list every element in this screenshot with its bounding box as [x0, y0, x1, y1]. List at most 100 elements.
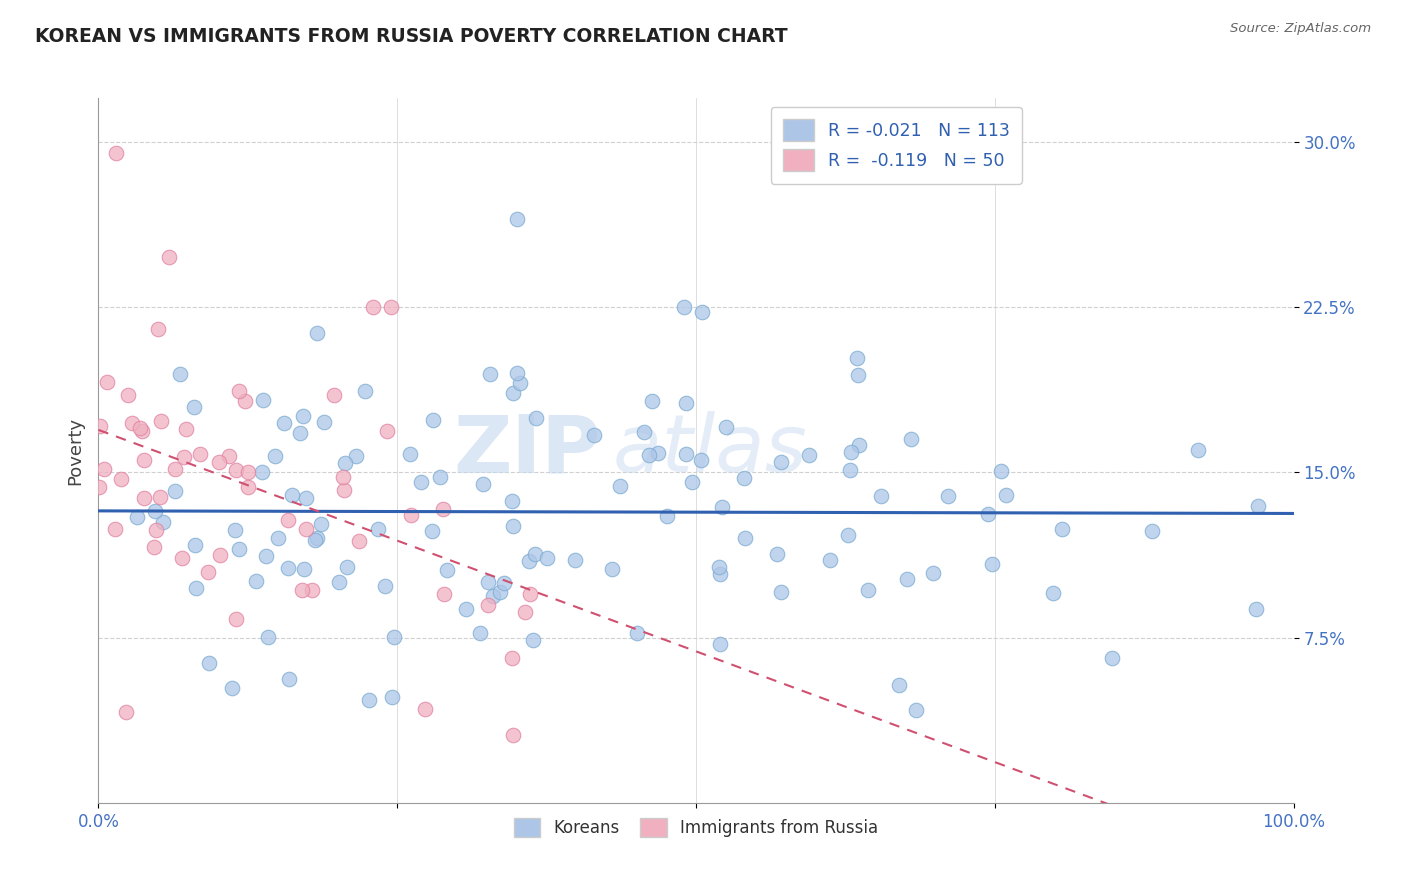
- Point: [856, 583, 879, 598]
- Point: [673, 301, 696, 315]
- Point: [197, 565, 219, 579]
- Point: [399, 447, 422, 461]
- Point: [502, 519, 524, 533]
- Point: [517, 554, 540, 568]
- Point: [96, 375, 118, 389]
- Point: [509, 376, 531, 391]
- Point: [1042, 586, 1064, 600]
- Point: [609, 479, 631, 493]
- Point: [165, 484, 187, 499]
- Point: [846, 351, 869, 365]
- Point: [734, 531, 756, 545]
- Point: [501, 494, 523, 508]
- Point: [770, 585, 793, 599]
- Point: [228, 541, 250, 556]
- Point: [110, 472, 132, 486]
- Point: [277, 561, 299, 575]
- Point: [690, 453, 713, 467]
- Point: [157, 250, 180, 264]
- Point: [846, 368, 869, 382]
- Point: [252, 465, 274, 479]
- Point: [225, 463, 247, 477]
- Point: [349, 533, 371, 548]
- Point: [263, 449, 285, 463]
- Point: [1050, 522, 1073, 536]
- Point: [432, 501, 454, 516]
- Point: [208, 455, 231, 469]
- Point: [479, 368, 502, 382]
- Point: [236, 479, 259, 493]
- Point: [344, 449, 367, 463]
- Point: [506, 367, 529, 381]
- Point: [797, 448, 820, 462]
- Point: [273, 417, 295, 431]
- Point: [382, 631, 405, 645]
- Text: KOREAN VS IMMIGRANTS FROM RUSSIA POVERTY CORRELATION CHART: KOREAN VS IMMIGRANTS FROM RUSSIA POVERTY…: [35, 27, 787, 45]
- Point: [131, 424, 153, 438]
- Point: [641, 394, 664, 409]
- Point: [477, 598, 499, 612]
- Point: [149, 490, 172, 504]
- Text: Source: ZipAtlas.com: Source: ZipAtlas.com: [1230, 22, 1371, 36]
- Point: [889, 678, 911, 692]
- Point: [129, 421, 152, 435]
- Point: [291, 582, 314, 597]
- Point: [513, 605, 536, 619]
- Point: [309, 517, 332, 532]
- Point: [472, 477, 495, 491]
- Point: [363, 301, 385, 315]
- Point: [904, 703, 927, 717]
- Point: [257, 631, 280, 645]
- Point: [145, 504, 167, 518]
- Point: [477, 575, 499, 590]
- Point: [870, 490, 893, 504]
- Point: [183, 400, 205, 414]
- Point: [839, 445, 862, 459]
- Point: [174, 422, 197, 436]
- Point: [506, 212, 529, 227]
- Point: [519, 587, 541, 601]
- Point: [422, 413, 444, 427]
- Point: [225, 612, 247, 626]
- Point: [766, 547, 789, 561]
- Point: [976, 507, 998, 521]
- Point: [280, 488, 302, 502]
- Point: [564, 553, 586, 567]
- Point: [150, 414, 173, 428]
- Point: [380, 301, 402, 315]
- Point: [710, 500, 733, 514]
- Point: [117, 388, 139, 402]
- Point: [292, 409, 315, 423]
- Point: [294, 491, 316, 505]
- Point: [233, 394, 256, 409]
- Point: [399, 508, 422, 522]
- Y-axis label: Poverty: Poverty: [66, 417, 84, 484]
- Point: [375, 424, 398, 438]
- Text: atlas: atlas: [613, 411, 807, 490]
- Point: [990, 464, 1012, 478]
- Point: [333, 483, 356, 498]
- Point: [172, 551, 194, 566]
- Point: [626, 625, 648, 640]
- Point: [413, 701, 436, 715]
- Point: [336, 559, 359, 574]
- Point: [278, 672, 301, 686]
- Point: [93, 462, 115, 476]
- Point: [921, 566, 943, 580]
- Point: [374, 579, 396, 593]
- Point: [367, 522, 389, 536]
- Point: [839, 463, 862, 477]
- Point: [125, 510, 148, 524]
- Point: [681, 475, 703, 489]
- Point: [638, 448, 661, 462]
- Legend: Koreans, Immigrants from Russia: Koreans, Immigrants from Russia: [503, 808, 889, 847]
- Point: [208, 548, 231, 562]
- Point: [502, 386, 524, 401]
- Point: [1244, 602, 1267, 616]
- Point: [707, 560, 730, 574]
- Point: [522, 633, 544, 648]
- Text: ZIP: ZIP: [453, 411, 600, 490]
- Point: [183, 538, 205, 552]
- Point: [492, 575, 515, 590]
- Point: [198, 657, 221, 671]
